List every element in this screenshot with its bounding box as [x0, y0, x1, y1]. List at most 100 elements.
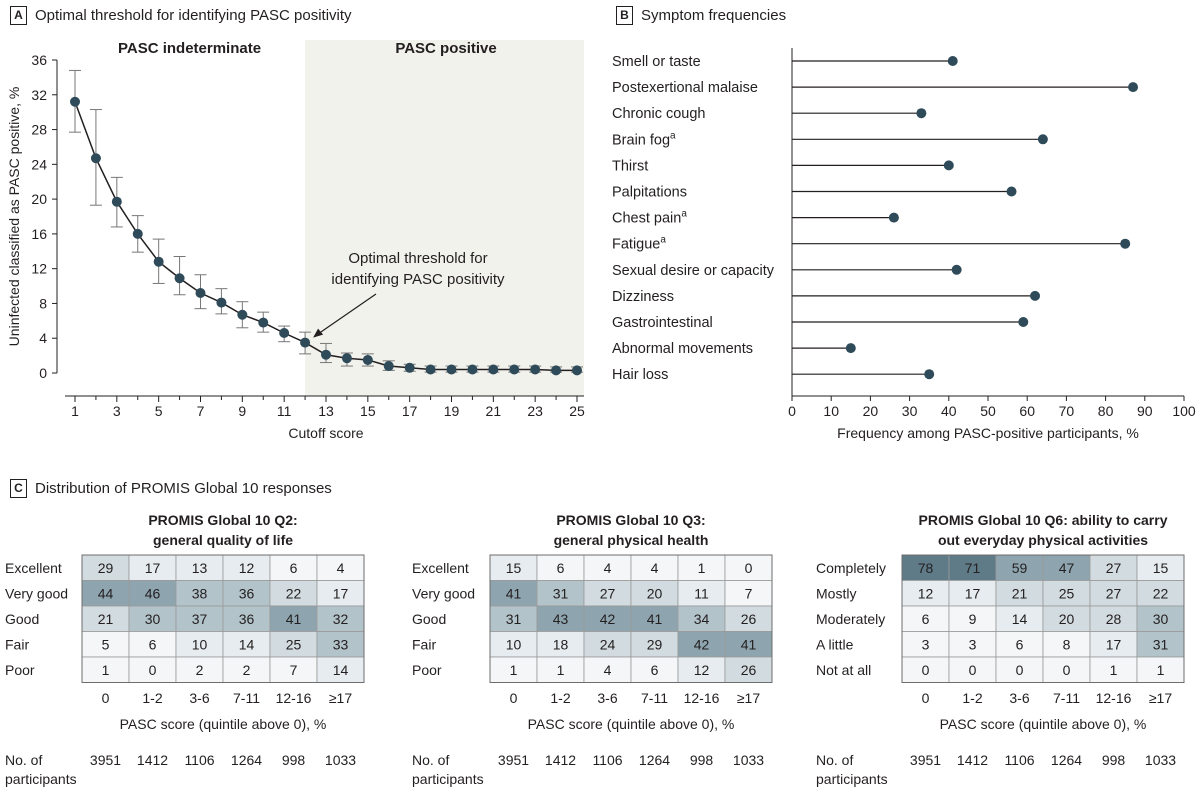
symptom-label: Palpitations — [612, 185, 687, 201]
heatmap-cell-value: 3 — [922, 637, 930, 653]
heatmap-cell — [724, 580, 773, 607]
heatmap-row-label: Poor — [5, 662, 35, 678]
heatmap-cell-value: 78 — [918, 560, 934, 576]
heatmap-cell-value: 26 — [741, 611, 757, 627]
data-point — [321, 349, 331, 360]
y-tick-label: 4 — [39, 330, 47, 346]
lollipop-point — [924, 369, 935, 380]
heatmap-cell-value: 25 — [1059, 586, 1075, 602]
participant-count: 3951 — [90, 752, 121, 768]
data-point — [341, 353, 352, 364]
heatmap-cell-value: 3 — [969, 637, 977, 653]
data-point — [404, 362, 415, 373]
x-tick-label: 21 — [486, 403, 502, 419]
y-axis-title: Uninfected classified as PASC positive, … — [6, 87, 22, 347]
heatmap-row-label: Good — [412, 611, 446, 627]
heatmap-cell-value: 25 — [286, 637, 302, 653]
participant-count: 1264 — [1051, 752, 1082, 768]
heatmap-cell — [269, 631, 318, 658]
x-tick-label: 13 — [318, 403, 334, 419]
heatmap-cell — [536, 605, 585, 632]
participant-count-label-line2: participants — [5, 771, 77, 787]
data-point — [216, 297, 227, 308]
heatmap-cell — [222, 580, 271, 607]
x-axis-title: Frequency among PASC-positive participan… — [837, 425, 1139, 441]
heatmap-cell-value: 27 — [600, 586, 616, 602]
heatmap-cell-value: 71 — [965, 560, 981, 576]
participant-count: 1412 — [137, 752, 168, 768]
heatmap-column-label: ≥17 — [1149, 690, 1172, 706]
heatmap-cell — [995, 631, 1044, 658]
heatmap-cell — [677, 605, 726, 632]
heatmap-cell-value: 12 — [239, 560, 255, 576]
heatmap-cell-value: 31 — [506, 611, 522, 627]
heatmap-cell-value: 1 — [102, 662, 110, 678]
symptom-label: Sexual desire or capacity — [612, 263, 775, 279]
heatmap-cell-value: 34 — [694, 611, 710, 627]
panel-b-header: B Symptom frequencies — [616, 6, 786, 25]
heatmap-cell-value: 31 — [1153, 637, 1169, 653]
annotation-text-line2: identifying PASC positivity — [331, 271, 505, 288]
heatmap-column-label: 1-2 — [142, 690, 162, 706]
heatmap-cell — [316, 656, 365, 683]
heatmap-cell-value: 21 — [1012, 586, 1028, 602]
heatmap-cell-value: 0 — [969, 662, 977, 678]
lollipop-point — [916, 108, 927, 119]
data-point — [509, 364, 520, 375]
heatmap-cell — [81, 631, 130, 658]
participant-count: 1264 — [231, 752, 262, 768]
heatmap-cell-value: 47 — [1059, 560, 1075, 576]
heatmap-cell-value: 6 — [290, 560, 298, 576]
participant-count: 1106 — [184, 752, 214, 768]
heatmap-cell-value: 4 — [604, 662, 612, 678]
participant-count-label-line1: No. of — [5, 752, 42, 768]
heatmap-cell-value: 30 — [145, 611, 161, 627]
data-point — [279, 328, 290, 339]
region-label-0: PASC indeterminate — [118, 40, 261, 57]
x-tick-label: 30 — [902, 403, 918, 419]
heatmap-cell-value: 24 — [600, 637, 616, 653]
heatmap-row-label: Good — [5, 611, 39, 627]
heatmap-cell-value: 26 — [741, 662, 757, 678]
heatmap-column-label: 7-11 — [1053, 690, 1080, 706]
x-tick-label: 90 — [1137, 403, 1153, 419]
heatmap-column-label: 0 — [102, 690, 110, 706]
data-point — [530, 364, 541, 375]
data-point — [132, 228, 143, 239]
heatmap-border — [81, 554, 365, 683]
participant-count-label-line1: No. of — [412, 752, 449, 768]
data-point — [174, 273, 185, 284]
x-tick-label: 9 — [238, 403, 246, 419]
x-tick-label: 10 — [823, 403, 839, 419]
data-point — [258, 317, 269, 328]
participant-count-label-line1: No. of — [816, 752, 853, 768]
heatmap-cell-value: 4 — [337, 560, 345, 576]
annotation-arrow-line — [316, 293, 377, 336]
heatmap-cell — [81, 656, 130, 683]
participant-count: 3951 — [910, 752, 941, 768]
heatmap-cell-value: 28 — [1106, 611, 1122, 627]
x-tick-label: 19 — [444, 403, 460, 419]
participant-count: 1106 — [592, 752, 622, 768]
heatmap-cell-value: 14 — [239, 637, 255, 653]
heatmap-cell-value: 41 — [741, 637, 757, 653]
heatmap-cell — [316, 554, 365, 581]
data-point — [362, 354, 373, 365]
heatmap-cell — [1089, 631, 1138, 658]
heatmap-column-label: 12-16 — [684, 690, 720, 706]
heatmap-cell-value: 27 — [1106, 560, 1122, 576]
symptom-label: Smell or taste — [612, 54, 701, 70]
heatmap-title-line1: PROMIS Global 10 Q3: — [556, 512, 705, 528]
heatmap-cell-value: 4 — [651, 560, 659, 576]
data-point — [572, 365, 582, 376]
panel-c-letter: C — [10, 479, 27, 498]
heatmap-cell-value: 7 — [745, 586, 753, 602]
pasc-positive-region — [305, 40, 584, 396]
heatmap-column-label: 7-11 — [233, 690, 260, 706]
heatmap-cell-value: 0 — [1016, 662, 1024, 678]
x-tick-label: 5 — [155, 403, 163, 419]
heatmap-row-label: Fair — [5, 637, 29, 653]
heatmap-cell-value: 42 — [694, 637, 710, 653]
heatmap-row-label: Fair — [412, 637, 436, 653]
